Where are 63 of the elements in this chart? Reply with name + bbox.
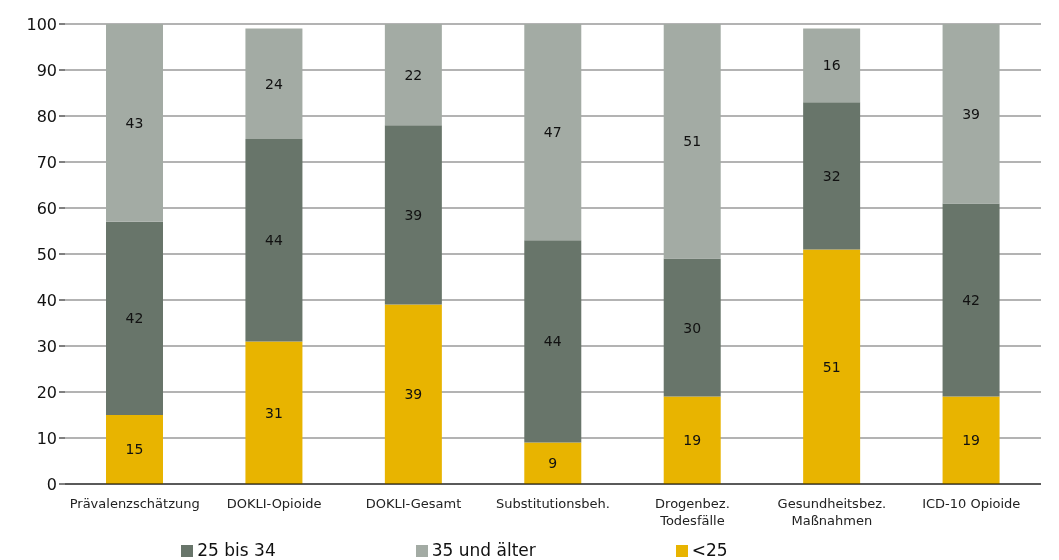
bar xyxy=(384,304,442,484)
data-label: 24 xyxy=(265,75,283,92)
bar xyxy=(942,203,1000,397)
data-label: 19 xyxy=(683,432,702,449)
x-tick-label: Gesundheitsbez. Maßnahmen xyxy=(777,496,887,528)
bar xyxy=(803,102,861,250)
legend-label: <25 xyxy=(691,540,728,560)
bar xyxy=(942,396,1000,484)
data-label: 39 xyxy=(404,386,423,403)
bar xyxy=(524,24,582,241)
y-tick-label: 80 xyxy=(36,106,57,126)
bar xyxy=(803,28,861,103)
bar xyxy=(245,28,303,139)
bar xyxy=(942,24,1000,204)
x-tick-label: Substitutionsbeh. xyxy=(496,496,610,511)
x-tick-label: DOKLI-Opioide xyxy=(226,496,322,511)
legend-label: 35 und älter xyxy=(431,540,536,560)
data-label: 42 xyxy=(962,291,980,308)
bar xyxy=(245,139,303,342)
data-label: 47 xyxy=(543,124,562,141)
bar xyxy=(663,396,721,484)
data-label: 51 xyxy=(822,358,841,375)
x-tick-label: Drogenbez. Todesfälle xyxy=(655,496,730,528)
y-tick-label: 100 xyxy=(26,14,57,34)
y-tick-label: 0 xyxy=(46,474,57,494)
bar xyxy=(384,24,442,126)
data-label: 44 xyxy=(543,333,562,350)
data-label: 43 xyxy=(125,114,144,131)
data-label: 32 xyxy=(822,167,841,184)
x-tick-label: ICD-10 Opioide xyxy=(922,496,1021,511)
bar xyxy=(106,24,163,222)
y-tick-label: 40 xyxy=(36,290,57,310)
data-label: 22 xyxy=(404,66,423,83)
y-tick-label: 60 xyxy=(36,198,57,218)
data-label: 16 xyxy=(822,57,841,74)
bar xyxy=(245,341,303,484)
bar xyxy=(384,125,442,305)
data-label: 39 xyxy=(962,105,980,122)
data-label: 44 xyxy=(265,232,283,249)
x-tick-label: Prävalenzschätzung xyxy=(69,496,200,511)
bar xyxy=(524,240,582,443)
bar xyxy=(106,221,163,415)
bar xyxy=(524,442,582,484)
y-tick-label: 70 xyxy=(36,152,57,172)
data-label: 31 xyxy=(265,404,283,421)
y-tick-label: 20 xyxy=(36,382,57,402)
data-label: 39 xyxy=(404,206,423,223)
data-label: 9 xyxy=(548,455,558,472)
data-label: 30 xyxy=(683,319,702,336)
y-tick-label: 30 xyxy=(36,336,57,356)
data-label: 51 xyxy=(683,133,702,150)
bar xyxy=(803,249,861,484)
y-tick-label: 10 xyxy=(36,428,57,448)
bar xyxy=(663,258,721,397)
data-label: 15 xyxy=(125,441,144,458)
data-label: 42 xyxy=(125,310,144,327)
x-tick-label: DOKLI-Gesamt xyxy=(365,496,462,511)
y-tick-label: 50 xyxy=(36,244,57,264)
data-label: 19 xyxy=(962,432,980,449)
bar xyxy=(106,415,163,484)
legend-label: 25 bis 34 xyxy=(197,540,276,560)
bar xyxy=(663,24,721,259)
y-tick-label: 90 xyxy=(36,60,57,80)
